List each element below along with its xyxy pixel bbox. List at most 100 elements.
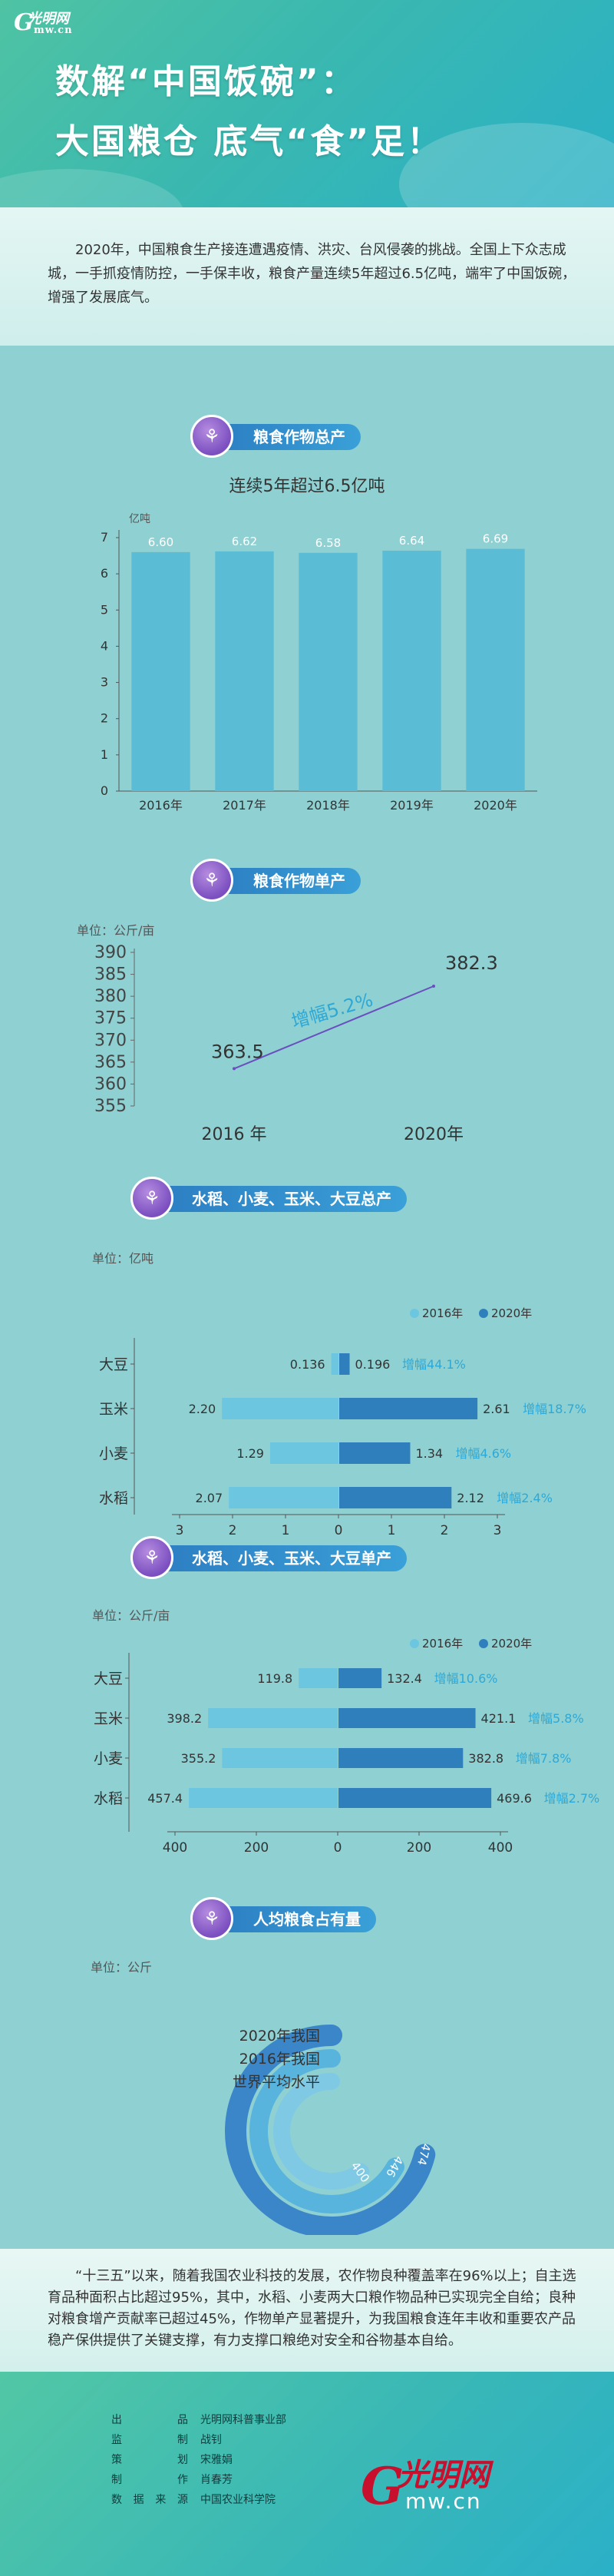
- category-label: 水稻: [94, 1790, 123, 1807]
- wheat-icon: ⚘: [190, 415, 233, 458]
- category-label: 小麦: [99, 1445, 128, 1462]
- section-title: 水稻、小麦、玉米、大豆单产: [154, 1545, 407, 1571]
- logo-g: G: [14, 9, 34, 36]
- bar-2016: [222, 1398, 338, 1419]
- wheat-icon: ⚘: [130, 1536, 173, 1579]
- x-tick-label: 2020年: [404, 1125, 464, 1144]
- intro-text: 2020年，中国粮食生产接连遭遇疫情、洪灾、台风侵袭的挑战。全国上下众志成城，一…: [48, 242, 576, 306]
- footer-banner: 出品 光明网科普事业部 监制 战钊 策划 宋雅娟 制作 肖春芳 数据来源 中国农业科学院 …: [0, 2372, 614, 2576]
- bar-2016: [189, 1788, 338, 1808]
- y-tick-label: 380: [94, 987, 127, 1006]
- section-title: 粮食作物总产: [215, 424, 361, 450]
- y-axis-label: 亿吨: [129, 513, 150, 525]
- intro-panel: 2020年，中国粮食生产接连遭遇疫情、洪灾、台风侵袭的挑战。全国上下众志成城，一…: [0, 207, 614, 346]
- bar-2020: [338, 1748, 464, 1768]
- category-label: 小麦: [94, 1750, 123, 1767]
- data-point: [233, 1067, 236, 1071]
- logo-handwriting: 光明网: [28, 11, 69, 27]
- legend-label: 2020年: [491, 1637, 532, 1651]
- unit-label: 单位：公斤/亩: [92, 1608, 170, 1623]
- growth-label: 增幅4.6%: [455, 1446, 511, 1461]
- data-point: [432, 985, 435, 988]
- value-label-2016: 2.20: [189, 1402, 216, 1416]
- y-tick-label: 3: [101, 675, 108, 690]
- y-tick-label: 355: [94, 1097, 127, 1116]
- growth-label: 增幅18.7%: [523, 1402, 586, 1416]
- bar-2020: [338, 1708, 476, 1728]
- bar-2016: [269, 1442, 338, 1464]
- credit-row: 数据来源 中国农业科学院: [111, 2494, 276, 2506]
- x-tick-label: 400: [163, 1840, 187, 1856]
- x-tick-label: 200: [407, 1840, 431, 1856]
- value-label-2020: 132.4: [387, 1671, 422, 1686]
- value-label-2020: 421.1: [481, 1711, 517, 1726]
- category-label: 2016年我国: [239, 2051, 320, 2068]
- value-label-2016: 398.2: [167, 1711, 202, 1726]
- x-tick-label: 3: [176, 1523, 184, 1536]
- y-tick-label: 2: [101, 711, 108, 726]
- credit-row: 监制 战钊: [111, 2434, 222, 2446]
- x-tick-label: 2016年: [139, 798, 183, 813]
- value-label-2016: 1.29: [236, 1446, 264, 1461]
- section-header-yield-per-mu: ⚘ 粮食作物单产: [0, 859, 614, 905]
- x-tick-label: 2: [229, 1523, 237, 1536]
- bar-2020: [339, 1398, 478, 1419]
- legend-swatch-2020: [479, 1309, 488, 1318]
- series-line: [233, 985, 434, 1070]
- y-tick-label: 6: [101, 566, 108, 581]
- data-label: 6.64: [399, 534, 424, 548]
- legend-swatch-2016: [410, 1639, 419, 1648]
- y-tick-label: 5: [101, 602, 108, 617]
- section-header-crop-yield: ⚘ 水稻、小麦、玉米、大豆单产: [0, 1536, 614, 1582]
- page-title-line2: 大国粮仓 底气“食”足！: [55, 122, 444, 161]
- data-label: 6.60: [148, 535, 173, 549]
- bar: [131, 551, 190, 791]
- x-tick-label: 3: [494, 1523, 502, 1536]
- legend-label: 2020年: [491, 1306, 532, 1320]
- section-title: 水稻、小麦、玉米、大豆总产: [154, 1186, 407, 1212]
- bar: [299, 552, 358, 791]
- wheat-icon: ⚘: [190, 859, 233, 902]
- y-tick-label: 365: [94, 1053, 127, 1072]
- bar-2016: [229, 1487, 338, 1508]
- section-title: 人均粮食占有量: [215, 1906, 376, 1932]
- radial-bar: [273, 2073, 370, 2190]
- value-label-2020: 1.34: [415, 1446, 443, 1461]
- wheat-icon: ⚘: [130, 1177, 173, 1220]
- y-tick-label: 360: [94, 1074, 127, 1094]
- legend-swatch-2016: [410, 1309, 419, 1318]
- y-tick-label: 390: [94, 943, 127, 962]
- bar-2020: [339, 1353, 350, 1375]
- logo-domain: mw.cn: [405, 2488, 482, 2514]
- growth-label: 增幅44.1%: [402, 1357, 466, 1372]
- x-tick-label: 0: [334, 1840, 342, 1856]
- logo-g: G: [361, 2456, 404, 2516]
- category-label: 大豆: [99, 1356, 128, 1373]
- category-label: 大豆: [94, 1670, 123, 1687]
- value-label-2016: 355.2: [181, 1751, 216, 1766]
- value-label-2020: 2.61: [483, 1402, 510, 1416]
- bar-2020: [338, 1788, 492, 1808]
- value-label-2016: 119.8: [257, 1671, 292, 1686]
- value-label-2020: 2.12: [457, 1491, 484, 1505]
- bar: [382, 550, 441, 791]
- growth-label: 增幅10.6%: [434, 1671, 498, 1686]
- bar-2016: [222, 1748, 338, 1768]
- growth-label: 增幅7.8%: [516, 1751, 572, 1766]
- category-label: 水稻: [99, 1490, 128, 1507]
- value-label-2016: 2.07: [196, 1491, 223, 1505]
- bar-2016: [208, 1708, 338, 1728]
- value-label-2020: 0.196: [355, 1357, 391, 1372]
- x-tick-label: 0: [335, 1523, 343, 1536]
- unit-label: 单位：公斤: [91, 1960, 153, 1975]
- legend-swatch-2020: [479, 1639, 488, 1648]
- y-tick-label: 370: [94, 1031, 127, 1050]
- x-tick-label: 2016 年: [202, 1125, 267, 1144]
- conclusion-text: “十三五”以来，随着我国农业科技的发展，农作物良种覆盖率在96%以上；自主选育品…: [48, 2268, 576, 2349]
- y-tick-label: 7: [101, 530, 108, 545]
- bar-2016: [331, 1353, 338, 1375]
- value-label-2020: 382.8: [468, 1751, 503, 1766]
- y-tick-label: 1: [101, 747, 108, 762]
